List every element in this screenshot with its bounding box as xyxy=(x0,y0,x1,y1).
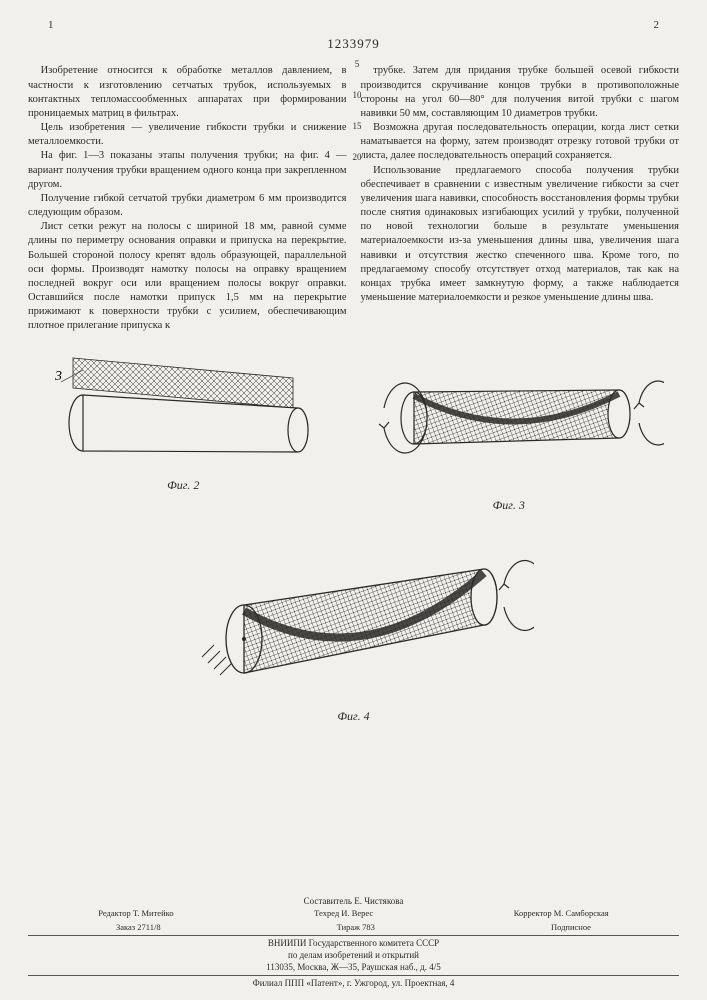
column-1: Изобретение относится к обработке металл… xyxy=(28,64,347,333)
fig3-label: Фиг. 3 xyxy=(354,497,664,513)
figure-4: Фиг. 4 xyxy=(174,529,534,724)
footer-corrector: Корректор М. Самборская xyxy=(514,908,609,919)
column-2: трубке. Затем для придания трубке больше… xyxy=(361,64,680,333)
footer-line1: ВНИИПИ Государственного комитета СССР xyxy=(28,938,679,950)
paragraph: Лист сетки режут на полосы с шириной 18 … xyxy=(28,220,347,333)
paragraph: На фиг. 1—3 показаны этапы получения тру… xyxy=(28,149,347,192)
page-numbers: 1 2 xyxy=(28,18,679,33)
fig4-label: Фиг. 4 xyxy=(174,708,534,724)
footer-order: Заказ 2711/8 xyxy=(116,922,161,933)
footer-tech-editor: Техред И. Верес xyxy=(314,908,373,919)
footer-subscription: Подписное xyxy=(551,922,591,933)
paragraph: Изобретение относится к обработке металл… xyxy=(28,64,347,121)
figure-4-svg xyxy=(174,529,534,699)
figures-area: 3 Фиг. 2 Фиг. 3 xyxy=(28,348,679,725)
figure-3-svg xyxy=(354,348,664,488)
fig2-label: Фиг. 2 xyxy=(43,477,323,493)
footer-editor: Редактор Т. Митейко xyxy=(98,908,173,919)
paragraph: Использование предлагаемого способа полу… xyxy=(361,164,680,306)
footer-line4: Филиал ППП «Патент», г. Ужгород, ул. Про… xyxy=(28,978,679,990)
line-numbers: 5 10 15 20 xyxy=(348,60,366,184)
figure-2: 3 Фиг. 2 xyxy=(43,348,323,513)
footer-line2: по делам изобретений и открытий xyxy=(28,950,679,962)
footer-compiler: Составитель Е. Чистякова xyxy=(28,896,679,908)
paragraph: Цель изобретения — увеличение гибкости т… xyxy=(28,121,347,149)
footer-line3: 113035, Москва, Ж—35, Раушская наб., д. … xyxy=(28,962,679,974)
paragraph: Возможна другая последовательность опера… xyxy=(361,121,680,164)
figure-3: Фиг. 3 xyxy=(354,348,664,513)
figure-2-svg: 3 xyxy=(43,348,323,468)
page-right: 2 xyxy=(654,18,660,33)
paragraph: Получение гибкой сетчатой трубки диаметр… xyxy=(28,192,347,220)
callout-3: 3 xyxy=(54,369,62,384)
footer-tirage: Тираж 783 xyxy=(337,922,375,933)
patent-number: 1233979 xyxy=(28,35,679,53)
page-left: 1 xyxy=(48,18,54,33)
footer: Составитель Е. Чистякова Редактор Т. Мит… xyxy=(28,896,679,990)
paragraph: трубке. Затем для придания трубке больше… xyxy=(361,64,680,121)
